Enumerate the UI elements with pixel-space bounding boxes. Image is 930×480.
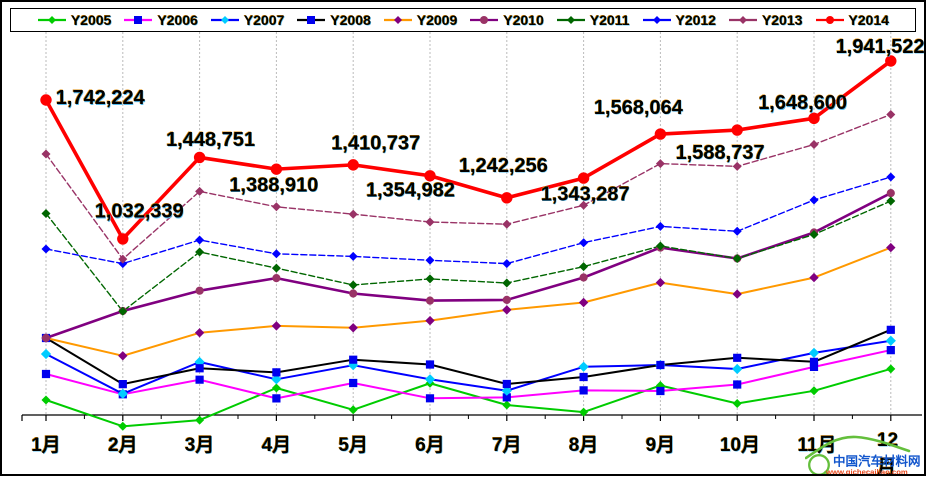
svg-text:1,648,600: 1,648,600	[758, 92, 847, 114]
svg-text:1,448,751: 1,448,751	[166, 129, 255, 151]
svg-text:中国汽车材料网: 中国汽车材料网	[833, 454, 921, 469]
svg-text:1,242,256: 1,242,256	[459, 155, 548, 177]
svg-text:1,343,287: 1,343,287	[541, 184, 630, 206]
svg-text:1,388,910: 1,388,910	[229, 175, 318, 197]
svg-text:1,410,737: 1,410,737	[331, 132, 420, 154]
svg-text:1,568,064: 1,568,064	[594, 97, 684, 119]
svg-text:1,742,224: 1,742,224	[56, 87, 146, 109]
svg-text:1,941,522: 1,941,522	[836, 36, 925, 58]
svg-text:1,354,982: 1,354,982	[366, 180, 455, 202]
svg-text:1,588,737: 1,588,737	[676, 142, 765, 164]
svg-text:www.qichecailiao.com: www.qichecailiao.com	[825, 468, 908, 477]
svg-text:1,032,339: 1,032,339	[95, 201, 184, 223]
